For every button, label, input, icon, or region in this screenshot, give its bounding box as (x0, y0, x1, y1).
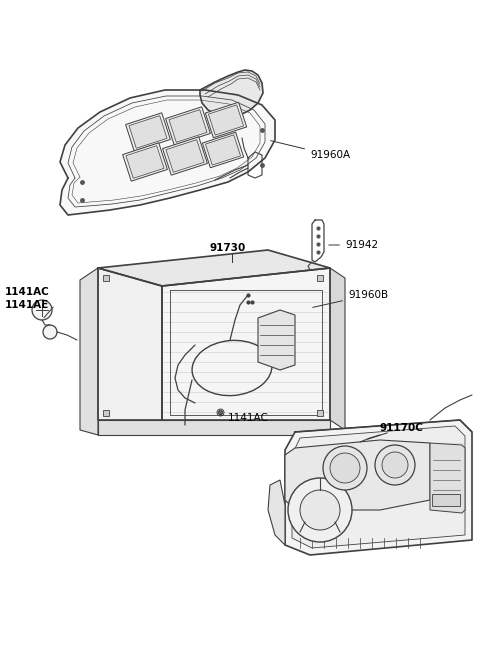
Polygon shape (162, 268, 330, 420)
Circle shape (323, 446, 367, 490)
Text: 91960A: 91960A (271, 141, 350, 160)
Polygon shape (98, 420, 330, 435)
Polygon shape (80, 268, 98, 435)
Polygon shape (205, 135, 240, 165)
Polygon shape (166, 107, 210, 145)
Circle shape (330, 453, 360, 483)
Polygon shape (285, 440, 430, 510)
Polygon shape (169, 109, 207, 142)
Text: 1141AC: 1141AC (5, 287, 50, 297)
Polygon shape (126, 145, 164, 178)
Polygon shape (430, 443, 465, 513)
Polygon shape (98, 268, 162, 420)
Circle shape (375, 445, 415, 485)
Polygon shape (285, 420, 472, 555)
Polygon shape (126, 113, 170, 151)
Text: 91170C: 91170C (380, 423, 424, 433)
Text: 1141AE: 1141AE (5, 300, 49, 310)
Circle shape (382, 452, 408, 478)
Text: 1141AC: 1141AC (220, 413, 269, 423)
Circle shape (32, 300, 52, 320)
Polygon shape (129, 116, 167, 148)
Polygon shape (208, 105, 243, 135)
Polygon shape (330, 268, 345, 430)
Circle shape (288, 478, 352, 542)
Polygon shape (292, 426, 465, 548)
Circle shape (43, 325, 57, 339)
Polygon shape (205, 102, 247, 138)
Polygon shape (122, 143, 168, 181)
Polygon shape (268, 480, 285, 545)
Text: 91960B: 91960B (312, 290, 388, 307)
Text: 91942: 91942 (329, 240, 378, 250)
Polygon shape (98, 250, 330, 286)
Polygon shape (166, 140, 204, 172)
Circle shape (300, 490, 340, 530)
Polygon shape (200, 70, 263, 117)
Polygon shape (163, 137, 207, 175)
Polygon shape (258, 310, 295, 370)
Polygon shape (60, 90, 275, 215)
Polygon shape (203, 132, 244, 168)
FancyBboxPatch shape (432, 494, 460, 506)
Text: 91730: 91730 (210, 243, 246, 253)
